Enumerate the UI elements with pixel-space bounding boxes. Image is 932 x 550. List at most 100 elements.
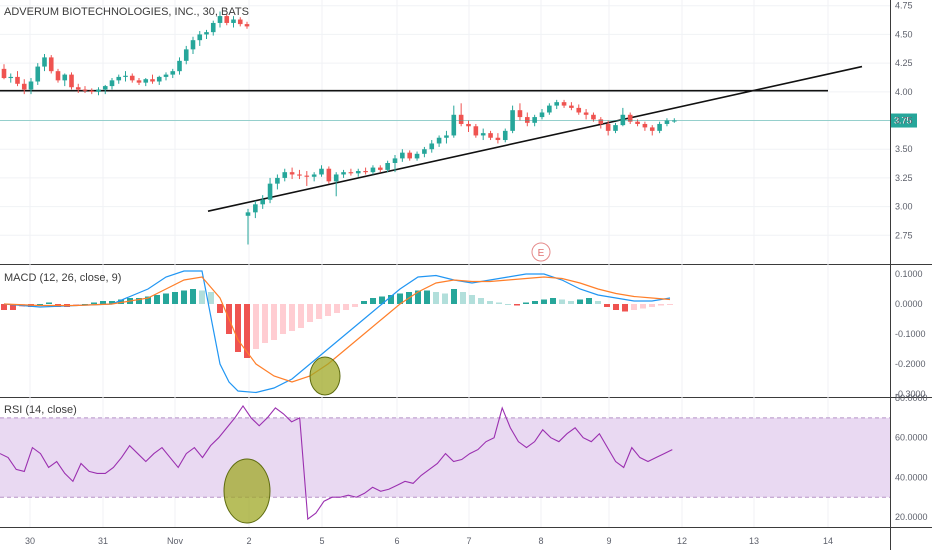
macd-histogram-bar: [37, 304, 43, 305]
candle-body: [554, 102, 559, 106]
macd-histogram-bar: [577, 299, 583, 304]
macd-histogram-bar: [496, 302, 502, 304]
y-tick-label: 3.50: [895, 144, 913, 154]
candle-body: [253, 204, 258, 213]
candle-body: [502, 130, 508, 141]
macd-histogram-bar: [541, 299, 547, 304]
macd-histogram-bar: [109, 301, 115, 304]
candle-body: [170, 71, 176, 75]
candle-body: [326, 168, 332, 182]
candle-body: [495, 137, 501, 141]
macd-histogram-bar: [433, 292, 439, 304]
candle-body: [89, 90, 95, 92]
macd-histogram-bar: [154, 295, 160, 304]
macd-histogram-bar: [118, 299, 124, 304]
last-price-label: 3.75: [894, 116, 912, 126]
candle-body: [82, 89, 88, 91]
candle-body: [561, 102, 567, 106]
candle-body: [605, 123, 611, 131]
candle-body: [224, 16, 230, 23]
candle-body: [21, 83, 27, 90]
macd-histogram-bar: [235, 304, 241, 352]
candle-body: [664, 120, 670, 124]
macd-histogram-bar: [505, 304, 511, 305]
candle-body: [129, 75, 135, 81]
candle-body: [370, 167, 376, 173]
macd-pane-title: MACD (12, 26, close, 9): [4, 272, 122, 284]
macd-histogram-bar: [253, 304, 259, 349]
earnings-marker-icon: [531, 242, 551, 262]
candle-body: [42, 57, 47, 67]
macd-histogram-bar: [478, 298, 484, 304]
annotations: 3.75 E: [0, 113, 917, 524]
candle-body: [156, 76, 162, 82]
candle-body: [620, 114, 626, 126]
candle-body: [627, 114, 633, 122]
candle-body: [109, 80, 115, 87]
candle-body: [210, 22, 216, 33]
trendline: [207, 65, 863, 212]
y-tick-label: 4.50: [895, 29, 913, 39]
candle-body: [532, 117, 537, 123]
candle-body: [613, 125, 618, 131]
rsi-band: [0, 417, 890, 498]
rsi-band-fill: [0, 417, 890, 498]
candle-body: [204, 32, 209, 35]
macd-histogram-bar: [442, 293, 448, 304]
candle-body: [458, 114, 464, 124]
candle-body: [231, 19, 236, 23]
macd-histogram-bar: [424, 290, 430, 304]
candle-body: [598, 119, 604, 124]
candle-body: [245, 212, 251, 216]
candle-body: [297, 174, 302, 176]
macd-histogram-bar: [631, 304, 637, 310]
x-tick-label: 14: [823, 536, 833, 546]
candle-body: [517, 110, 523, 118]
candlestick-series: [1, 11, 677, 245]
y-tick-label: 60.0000: [895, 433, 928, 443]
macd-histogram-bar: [73, 304, 79, 306]
macd-histogram-bar: [208, 292, 214, 304]
macd-histogram-bar: [550, 298, 556, 304]
y-tick-label: 3.25: [895, 173, 913, 183]
drawing-tools[interactable]: [0, 65, 863, 212]
macd-histogram-bar: [586, 298, 592, 304]
macd-histogram-bar: [10, 304, 16, 310]
x-tick-label: 13: [749, 536, 759, 546]
macd-histogram-bar: [604, 304, 610, 307]
candle-body: [163, 74, 169, 77]
candle-body: [333, 174, 339, 182]
macd-histogram-bar: [361, 301, 367, 304]
candle-body: [102, 86, 108, 90]
y-tick-label: -0.2000: [895, 359, 926, 369]
candle-body: [143, 79, 149, 83]
x-tick-label: 2: [246, 536, 251, 546]
candle-body: [197, 34, 203, 41]
macd-histogram-bar: [613, 304, 619, 310]
rsi-line: [0, 404, 673, 521]
candle-body: [1, 68, 7, 79]
macd-histogram-bar: [181, 290, 187, 304]
macd-histogram-bar: [307, 304, 313, 322]
y-tick-label: -0.3000: [895, 389, 926, 399]
macd-histogram-bar: [559, 299, 565, 304]
macd-histogram-bar: [532, 301, 538, 304]
macd-histogram-bar: [199, 290, 205, 304]
x-tick-label: 31: [98, 536, 108, 546]
macd-histogram-bar: [343, 304, 349, 310]
main-pane-title: ADVERUM BIOTECHNOLOGIES, INC., 30, BATS: [4, 6, 249, 18]
macd-histogram-bar: [163, 293, 169, 304]
y-tick-label: 80.0000: [895, 393, 928, 403]
macd-histogram-bar: [91, 302, 97, 304]
x-tick-label: 12: [677, 536, 687, 546]
time-axis: 30 31 Nov 2 5 6 7 8 9 12 13 14: [25, 536, 833, 546]
macd-histogram-bar: [595, 301, 601, 304]
candle-body: [385, 162, 390, 170]
candle-body: [392, 158, 398, 163]
macd-histogram-bar: [82, 304, 88, 305]
candle-body: [96, 89, 101, 92]
x-tick-label: 5: [319, 536, 324, 546]
macd-histogram-bar: [280, 304, 286, 334]
price-axes: 4.75 4.50 4.25 4.00 3.75 3.50 3.25 3.00 2.75 0.10…: [895, 1, 928, 522]
